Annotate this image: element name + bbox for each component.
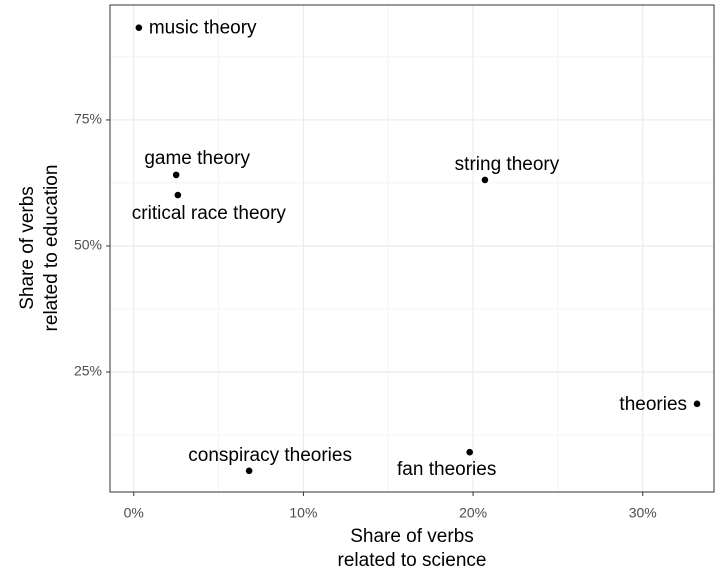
point-label: conspiracy theories [188,445,352,466]
point [693,400,701,408]
y-tick-label: 75% [74,111,102,127]
panel-border [109,4,715,493]
point-label: theories [619,394,687,415]
point [466,448,473,456]
x-tick-label: 30% [629,505,657,521]
y-tick-label: 25% [74,363,102,379]
y-tick-label: 50% [74,237,102,253]
point-label: critical race theory [132,203,287,224]
point-label: game theory [144,148,250,169]
point-label: string theory [455,154,560,175]
x-axis-title: related to science [338,550,487,571]
x-axis-title: Share of verbs [350,526,474,547]
point-label: fan theories [397,459,496,480]
point [172,171,180,179]
y-axis-title: related to education [41,165,62,332]
point [174,191,182,199]
point [481,176,489,184]
point [135,24,143,31]
x-tick-label: 0% [124,505,144,521]
x-tick-label: 10% [289,505,317,521]
y-axis-title: Share of verbs [17,186,38,310]
x-tick-label: 20% [459,505,487,521]
point [245,467,253,475]
point-label: music theory [149,18,257,39]
